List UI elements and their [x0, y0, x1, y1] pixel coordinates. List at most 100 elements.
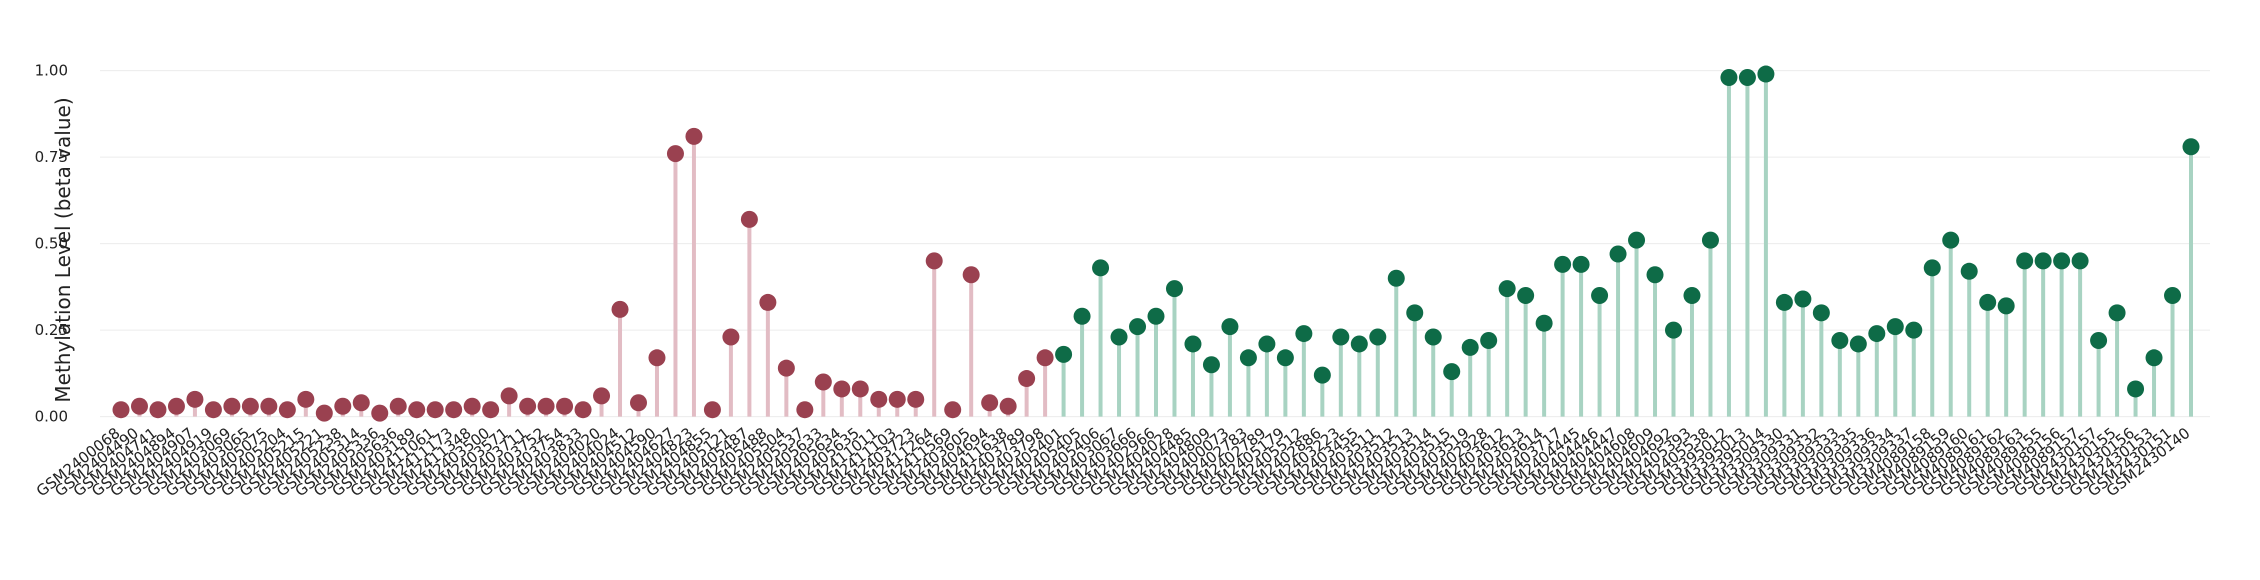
y-tick-label: 0.50: [35, 235, 68, 253]
dot: [1720, 69, 1738, 87]
dot: [1683, 287, 1701, 305]
dot: [2016, 252, 2034, 270]
dot: [204, 401, 222, 419]
dot: [445, 401, 463, 419]
dot: [2034, 252, 2052, 270]
dot: [241, 397, 259, 415]
dot: [851, 380, 869, 398]
dot: [167, 397, 185, 415]
dot: [1258, 335, 1276, 353]
dot: [1184, 335, 1202, 353]
dot: [1535, 314, 1553, 332]
dot: [722, 328, 740, 346]
dot: [1332, 328, 1350, 346]
dot: [888, 390, 906, 408]
dot: [2053, 252, 2071, 270]
dot: [1055, 345, 1073, 363]
dot: [1443, 363, 1461, 381]
dot: [2164, 287, 2182, 305]
dot: [759, 293, 777, 311]
dot: [186, 390, 204, 408]
dot: [1701, 231, 1719, 249]
dot: [1092, 259, 1110, 277]
y-tick-label: 0.75: [35, 148, 68, 166]
dot: [1738, 69, 1756, 87]
dot: [130, 397, 148, 415]
dot: [1350, 335, 1368, 353]
dot: [593, 387, 611, 405]
dot: [1313, 366, 1331, 384]
dot: [519, 397, 537, 415]
dot: [2127, 380, 2145, 398]
dot: [297, 390, 315, 408]
dot: [1960, 262, 1978, 280]
dot: [315, 404, 333, 422]
dot: [1221, 318, 1239, 336]
dot: [1942, 231, 1960, 249]
y-axis-title: Methylation Level (beta value): [51, 97, 75, 402]
dot: [870, 390, 888, 408]
dot: [1794, 290, 1812, 308]
dot: [1591, 287, 1609, 305]
dot: [1480, 331, 1498, 349]
dot: [630, 394, 647, 412]
dot: [1129, 318, 1147, 336]
dot: [962, 266, 980, 284]
dot: [1646, 266, 1664, 284]
dot: [1239, 349, 1257, 367]
dot: [833, 380, 851, 398]
dot: [260, 397, 278, 415]
dot: [2071, 252, 2089, 270]
dot: [1757, 65, 1775, 83]
dot: [1295, 325, 1313, 343]
dot: [666, 145, 684, 163]
dot: [112, 401, 130, 419]
dot: [1979, 293, 1997, 311]
dot: [1369, 328, 1387, 346]
dot: [1572, 255, 1590, 273]
dot: [1406, 304, 1424, 322]
dot: [1461, 338, 1479, 356]
dot: [1276, 349, 1294, 367]
dot: [1202, 356, 1220, 374]
dot: [1073, 307, 1091, 325]
dot: [648, 349, 666, 367]
dot: [703, 401, 721, 419]
dot: [1849, 335, 1867, 353]
dot: [1868, 325, 1886, 343]
dot: [925, 252, 943, 270]
dot: [1665, 321, 1682, 339]
dot: [1387, 269, 1405, 287]
dot: [740, 210, 758, 228]
dot: [1905, 321, 1923, 339]
dot: [1775, 293, 1793, 311]
dot: [611, 300, 629, 318]
dot: [537, 397, 555, 415]
dot: [482, 401, 500, 419]
y-tick-label: 0.25: [35, 321, 68, 339]
dot: [814, 373, 832, 391]
dot: [685, 127, 703, 145]
dot: [1628, 231, 1646, 249]
dot: [2090, 331, 2108, 349]
dot: [907, 390, 925, 408]
dot: [1036, 349, 1054, 367]
dot: [371, 404, 389, 422]
dot: [500, 387, 518, 405]
dot: [389, 397, 407, 415]
dot: [278, 401, 296, 419]
dot: [999, 397, 1017, 415]
dot: [1886, 318, 1904, 336]
dot: [352, 394, 370, 412]
dot: [2108, 304, 2126, 322]
dot: [796, 401, 814, 419]
dot: [426, 401, 444, 419]
dot: [1165, 280, 1183, 298]
dot: [556, 397, 574, 415]
dot: [334, 397, 352, 415]
dot: [574, 401, 592, 419]
dot: [2145, 349, 2163, 367]
dot: [1997, 297, 2015, 315]
dot: [1831, 331, 1849, 349]
